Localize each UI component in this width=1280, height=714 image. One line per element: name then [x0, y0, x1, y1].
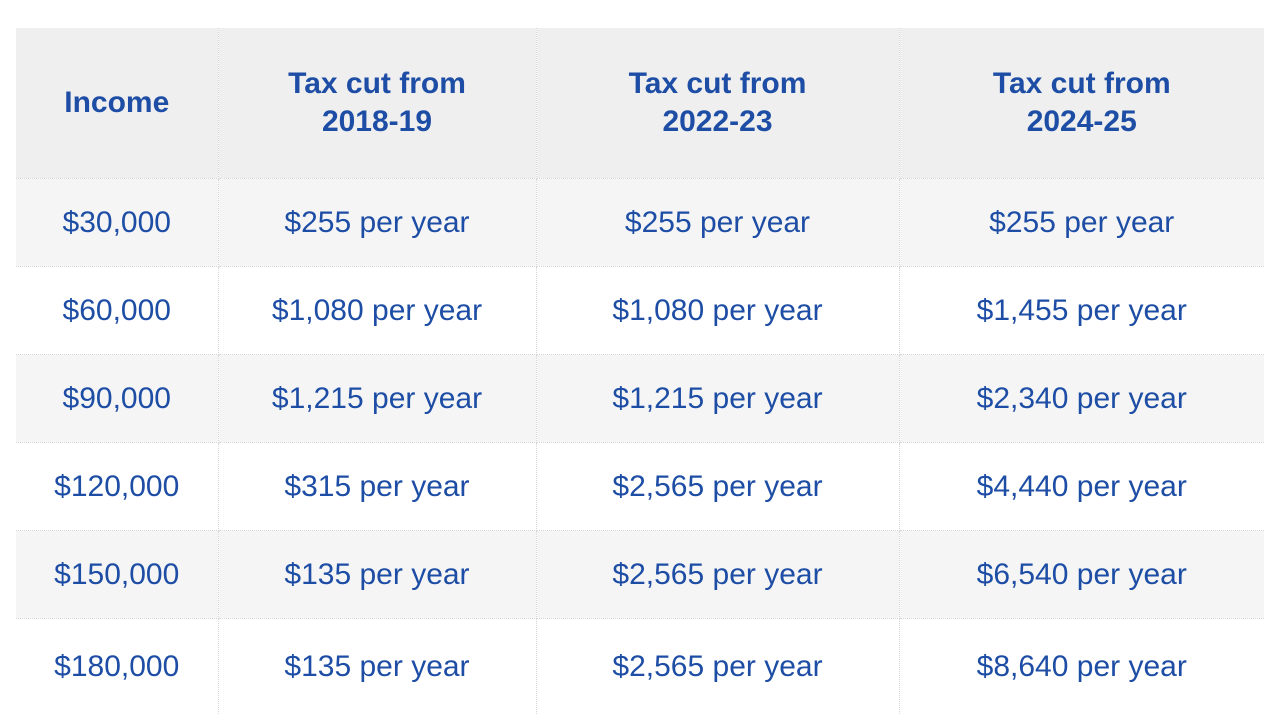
- column-header-tax-cut-2022-23: Tax cut from 2022-23: [536, 28, 899, 179]
- income-cell: $30,000: [16, 179, 218, 267]
- table-row: $180,000 $135 per year $2,565 per year $…: [16, 619, 1264, 714]
- tax-cut-2024-25-cell: $2,340 per year: [899, 355, 1264, 443]
- tax-cut-table-container: Income Tax cut from 2018-19 Tax cut from…: [16, 28, 1264, 714]
- table-row: $90,000 $1,215 per year $1,215 per year …: [16, 355, 1264, 443]
- tax-cut-2018-19-cell: $1,080 per year: [218, 267, 536, 355]
- income-cell: $120,000: [16, 443, 218, 531]
- tax-cut-2018-19-cell: $255 per year: [218, 179, 536, 267]
- column-header-income-label: Income: [17, 84, 217, 122]
- income-cell: $150,000: [16, 531, 218, 619]
- table-body: $30,000 $255 per year $255 per year $255…: [16, 179, 1264, 714]
- column-header-tax-cut-2018-19-line1: Tax cut from: [220, 65, 535, 103]
- income-cell: $60,000: [16, 267, 218, 355]
- tax-cut-2022-23-cell: $1,215 per year: [536, 355, 899, 443]
- tax-cut-2018-19-cell: $315 per year: [218, 443, 536, 531]
- column-header-tax-cut-2024-25-line1: Tax cut from: [901, 65, 1264, 103]
- table-row: $120,000 $315 per year $2,565 per year $…: [16, 443, 1264, 531]
- column-header-tax-cut-2018-19: Tax cut from 2018-19: [218, 28, 536, 179]
- tax-cut-2018-19-cell: $135 per year: [218, 531, 536, 619]
- tax-cut-2024-25-cell: $1,455 per year: [899, 267, 1264, 355]
- tax-cut-2024-25-cell: $8,640 per year: [899, 619, 1264, 714]
- column-header-tax-cut-2022-23-line1: Tax cut from: [538, 65, 898, 103]
- column-header-tax-cut-2024-25: Tax cut from 2024-25: [899, 28, 1264, 179]
- tax-cut-2022-23-cell: $1,080 per year: [536, 267, 899, 355]
- tax-cut-2022-23-cell: $2,565 per year: [536, 443, 899, 531]
- tax-cut-table: Income Tax cut from 2018-19 Tax cut from…: [16, 28, 1264, 714]
- income-cell: $180,000: [16, 619, 218, 714]
- tax-cut-2022-23-cell: $255 per year: [536, 179, 899, 267]
- column-header-tax-cut-2022-23-line2: 2022-23: [538, 103, 898, 141]
- column-header-tax-cut-2024-25-line2: 2024-25: [901, 103, 1264, 141]
- tax-cut-2018-19-cell: $135 per year: [218, 619, 536, 714]
- column-header-tax-cut-2018-19-line2: 2018-19: [220, 103, 535, 141]
- table-row: $60,000 $1,080 per year $1,080 per year …: [16, 267, 1264, 355]
- tax-cut-2024-25-cell: $6,540 per year: [899, 531, 1264, 619]
- table-row: $150,000 $135 per year $2,565 per year $…: [16, 531, 1264, 619]
- tax-cut-2024-25-cell: $4,440 per year: [899, 443, 1264, 531]
- table-row: $30,000 $255 per year $255 per year $255…: [16, 179, 1264, 267]
- tax-cut-2022-23-cell: $2,565 per year: [536, 531, 899, 619]
- table-header: Income Tax cut from 2018-19 Tax cut from…: [16, 28, 1264, 179]
- tax-cut-2024-25-cell: $255 per year: [899, 179, 1264, 267]
- tax-cut-2022-23-cell: $2,565 per year: [536, 619, 899, 714]
- column-header-income: Income: [16, 28, 218, 179]
- income-cell: $90,000: [16, 355, 218, 443]
- header-row: Income Tax cut from 2018-19 Tax cut from…: [16, 28, 1264, 179]
- tax-cut-2018-19-cell: $1,215 per year: [218, 355, 536, 443]
